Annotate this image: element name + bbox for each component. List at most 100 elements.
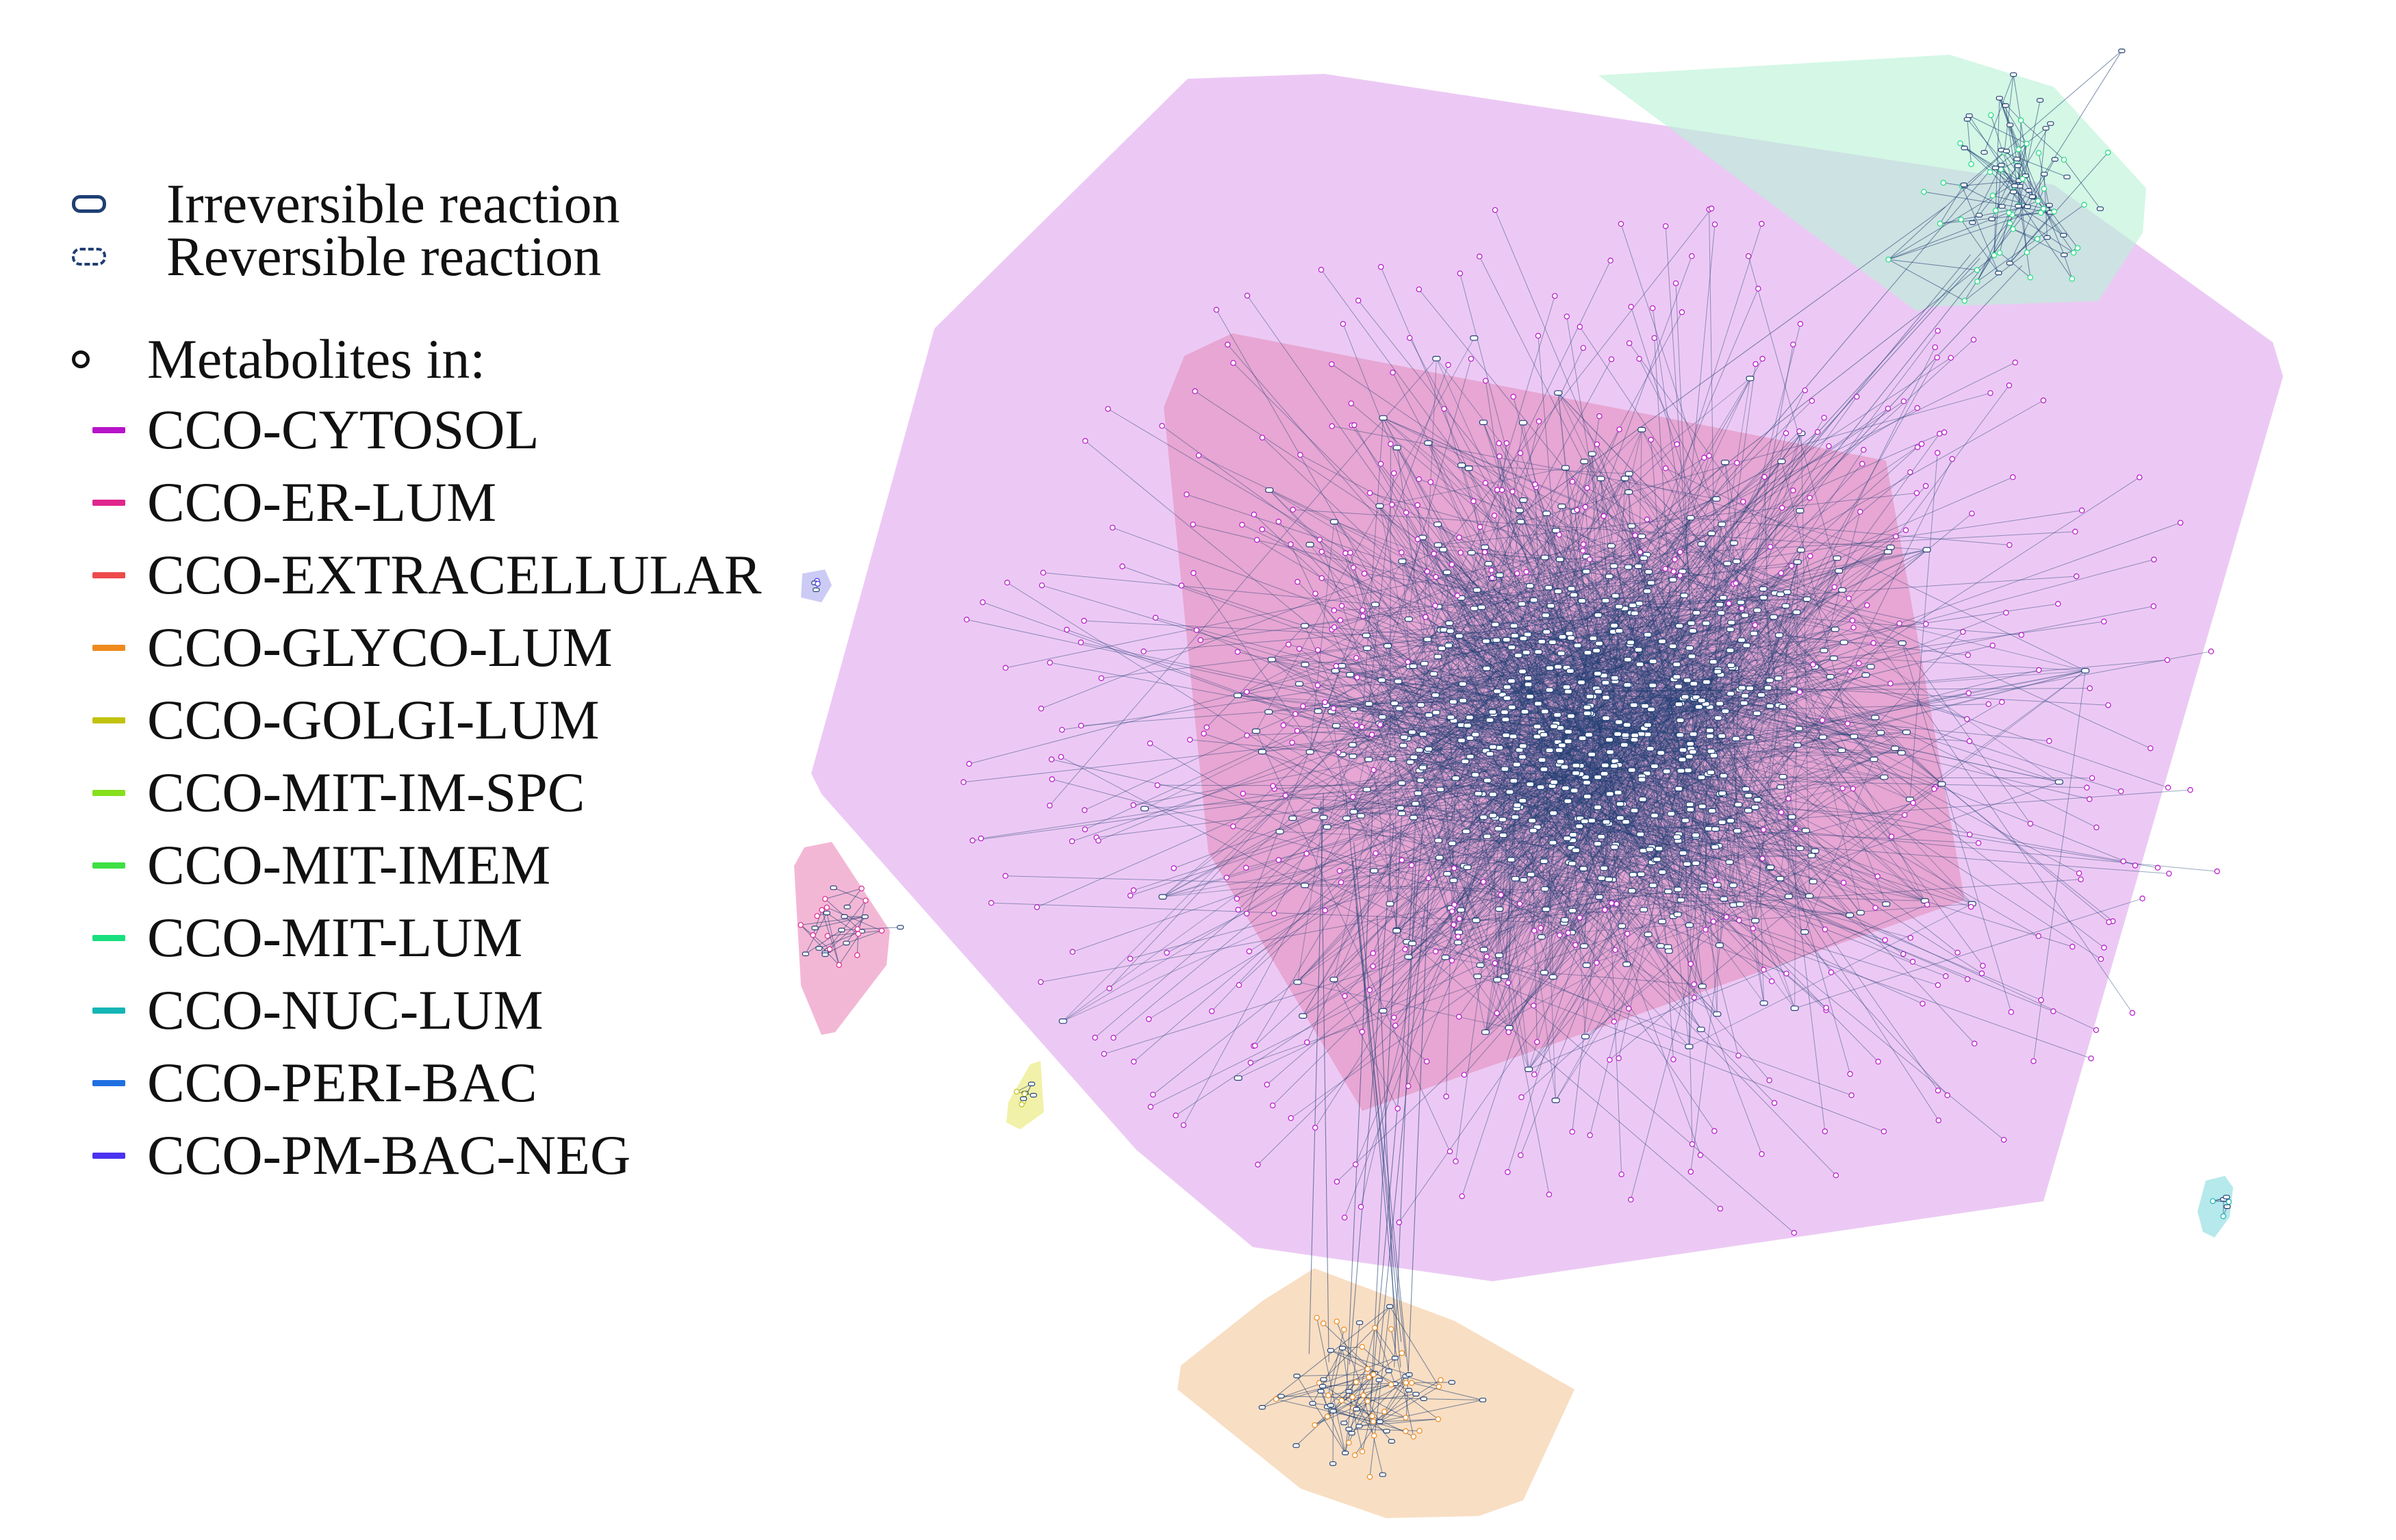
reaction-edge (1405, 512, 1602, 837)
reaction-edge (1552, 612, 1697, 643)
reaction-edge (1723, 775, 1765, 1003)
metabolite-node (1809, 398, 1815, 404)
metabolite-node (1392, 1023, 1399, 1029)
reaction-edge (1130, 643, 1902, 896)
reaction-node (1479, 1398, 1487, 1402)
reaction-node (1689, 731, 1698, 737)
metabolite-node (1888, 833, 1895, 840)
reaction-edge (1785, 606, 1789, 897)
reaction-node (1566, 713, 1575, 719)
metabolite-node (1330, 705, 1337, 712)
reaction-edge (1548, 587, 1633, 771)
reaction-node (1398, 559, 1407, 564)
reaction-node (1829, 655, 1838, 661)
reaction-node (1753, 797, 1762, 803)
reaction-edge (1420, 617, 1774, 781)
reaction-edge (1437, 524, 1850, 916)
metabolite-node (1145, 1016, 1152, 1023)
metabolite-node (2105, 149, 2111, 156)
reaction-edge (1346, 817, 1644, 910)
reaction-edge (1543, 734, 1658, 860)
reaction-edge (1615, 676, 1831, 682)
reaction-edge (1515, 378, 1750, 880)
reaction-edge (1353, 611, 1797, 757)
metabolite-node (1662, 465, 1669, 472)
reaction-edge (1687, 587, 1835, 771)
reaction-edge (1618, 576, 2077, 607)
reaction-edge (1515, 817, 1812, 856)
reaction-node (1685, 645, 1694, 651)
reaction-edge (1366, 647, 1719, 847)
reaction-node (1616, 801, 1624, 807)
reaction-node (1435, 855, 1444, 860)
reaction-edge (1521, 904, 1734, 1098)
reaction-edge (1381, 669, 1718, 681)
reaction-edge (1523, 638, 1902, 644)
reaction-edge (1262, 1306, 1390, 1408)
reaction-node (1429, 671, 1438, 677)
reaction-edge (1967, 118, 2019, 181)
reaction-node (1580, 818, 1589, 824)
reaction-edge (1603, 641, 1663, 676)
reaction-edge (1315, 645, 1449, 811)
metabolite-node (1335, 749, 1342, 756)
reaction-edge (1624, 478, 1942, 784)
metabolite-node (1489, 575, 1495, 581)
metabolite-node (2008, 1009, 2014, 1015)
nuc-lumen-compartment-hull (2197, 1176, 2233, 1237)
reaction-edge (1540, 786, 1738, 832)
reaction-edge (1499, 456, 1574, 835)
reaction-edge (1631, 526, 2109, 923)
reaction-node (1636, 831, 1645, 837)
reaction-node (1277, 1394, 1285, 1399)
reaction-node (843, 940, 850, 946)
reaction-edge (1143, 612, 1631, 652)
reaction-edge (1498, 655, 1519, 829)
metabolite-node (1779, 504, 1785, 511)
metabolite-node (1325, 1392, 1331, 1398)
reaction-edge (1403, 598, 1807, 746)
reaction-edge (1437, 524, 1506, 720)
reaction-edge (1655, 859, 1704, 890)
reaction-edge (1397, 698, 1694, 931)
metabolite-node (1425, 875, 1431, 882)
reaction-node (1258, 749, 1266, 755)
reaction-edge (1464, 535, 1635, 762)
reaction-edge (1586, 556, 1779, 706)
reaction-node (1826, 673, 1835, 680)
reaction-edge (1296, 1376, 1346, 1454)
reaction-edge (1412, 942, 1545, 973)
reaction-node (1501, 766, 1509, 772)
metabolite-node (1961, 298, 1967, 304)
reaction-edge (1608, 507, 1783, 824)
metabolite-node (1095, 838, 1101, 844)
reaction-edge (1546, 765, 1615, 910)
reaction-edge (1546, 513, 1663, 642)
metabolite-node (1334, 1318, 1340, 1325)
reaction-edge (1528, 684, 1749, 811)
reaction-node (1529, 827, 1538, 834)
metabolite-node (855, 931, 861, 937)
metabolite-node (1106, 985, 1112, 992)
reaction-edge (1250, 782, 2060, 1064)
reaction-edge (1400, 807, 1607, 823)
metabolite-node (2046, 738, 2052, 744)
metabolite-node (2073, 573, 2080, 580)
reaction-node (1718, 819, 1726, 825)
reaction-node (1766, 703, 1774, 709)
metabolite-node (1530, 1002, 1537, 1009)
reaction-node (1667, 811, 1676, 817)
reaction-edge (1538, 652, 1544, 735)
reaction-node (1650, 812, 1659, 819)
reaction-node (1624, 471, 1633, 477)
metabolite-node (1481, 549, 1488, 555)
reaction-edge (1648, 572, 1692, 657)
metabolite-node (1887, 680, 1894, 686)
reaction-edge (1504, 671, 1523, 977)
reaction-edge (1627, 605, 1633, 726)
reaction-edge (969, 579, 1673, 765)
metabolite-node (1244, 292, 1251, 299)
reaction-node (1507, 704, 1516, 710)
reaction-node (1481, 638, 1490, 644)
reaction-edge (1049, 662, 1632, 771)
